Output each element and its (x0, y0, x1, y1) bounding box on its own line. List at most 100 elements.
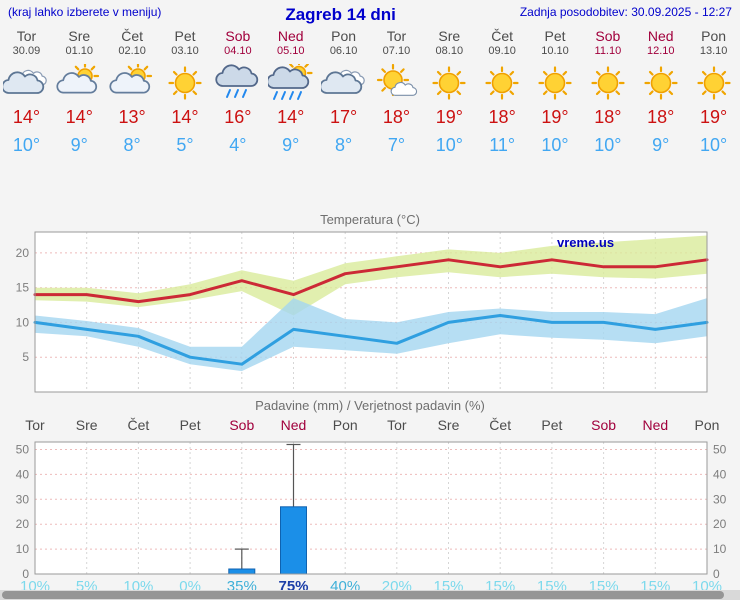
day-column[interactable]: Sre 01.10 14° 9° (53, 28, 106, 156)
day-column[interactable]: Sre 08.10 19° 10° (423, 28, 476, 156)
partly-cloudy-icon (53, 61, 106, 105)
day-name: Sre (438, 28, 461, 44)
precipitation-section: Padavine (mm) / Verjetnost padavin (%) T… (0, 398, 740, 594)
rain-icon (211, 61, 264, 105)
day-date: 05.10 (276, 45, 305, 57)
sunny-icon (423, 61, 476, 105)
temp-y-tick: 20 (16, 246, 30, 260)
last-updated: Zadnja posodobitev: 30.09.2025 - 12:27 (519, 5, 732, 19)
min-temperature: 8° (334, 135, 353, 155)
day-date: 10.10 (541, 45, 569, 57)
day-column[interactable]: Ned 12.10 18° 9° (634, 28, 687, 156)
precip-day-label: Sre (76, 417, 98, 433)
cloudy-icon (0, 61, 53, 105)
day-name: Ned (277, 28, 304, 44)
temperature-chart-title: Temperatura (°C) (320, 212, 420, 227)
day-name: Pet (174, 28, 196, 44)
max-temperature: 14° (171, 107, 199, 127)
precip-day-label: Pet (541, 417, 562, 433)
cloudy-icon (317, 61, 370, 105)
temp-y-tick: 5 (22, 350, 29, 364)
day-date: 30.09 (12, 45, 41, 57)
day-column[interactable]: Tor 30.09 14° 10° (0, 28, 53, 156)
precip-day-label: Sob (591, 417, 616, 433)
precip-y-tick-left: 20 (16, 517, 30, 531)
horizontal-scrollbar[interactable] (0, 590, 740, 600)
day-column[interactable]: Čet 09.10 18° 11° (476, 28, 529, 156)
precip-day-label: Pet (180, 417, 201, 433)
precip-y-tick-left: 40 (16, 467, 30, 481)
day-column[interactable]: Ned 05.10 14° 9° (264, 28, 317, 156)
partly-cloudy-icon (106, 61, 159, 105)
day-column[interactable]: Pet 10.10 19° 10° (529, 28, 582, 156)
precipitation-bar (280, 506, 307, 575)
sunny-icon (476, 61, 529, 105)
min-temperature-range-band (35, 298, 707, 372)
day-column[interactable]: Sob 11.10 18° 10° (581, 28, 634, 156)
min-temperature: 5° (176, 135, 194, 155)
scrollbar-thumb[interactable] (2, 591, 724, 599)
min-temperature: 7° (387, 135, 406, 155)
min-temperature: 10° (435, 135, 463, 155)
precip-day-label: Čet (489, 417, 511, 433)
max-temperature: 18° (594, 107, 622, 127)
min-temperature: 4° (229, 135, 247, 155)
day-column[interactable]: Pon 13.10 19° 10° (687, 28, 740, 156)
day-name: Čet (491, 28, 514, 44)
precip-day-label: Tor (387, 417, 407, 433)
precipitation-chart-title: Padavine (mm) / Verjetnost padavin (%) (255, 398, 485, 413)
sunny-icon (687, 61, 740, 105)
precip-y-tick-left: 10 (16, 542, 30, 556)
day-column[interactable]: Čet 02.10 13° 8° (106, 28, 159, 156)
min-temperature: 10° (541, 135, 569, 155)
min-temperature: 9° (70, 135, 88, 155)
precip-day-label: Sob (229, 417, 254, 433)
day-column[interactable]: Pon 06.10 17° 8° (317, 28, 370, 156)
precip-y-tick-left: 0 (22, 567, 29, 581)
precip-y-tick-right: 20 (713, 517, 727, 531)
forecast-strip: Tor 30.09 14° 10° Sre 01.10 14° 9° Čet 02.10 13° 8°… (0, 28, 740, 156)
day-name: Pon (331, 28, 357, 44)
mostly-sunny-icon (370, 61, 423, 105)
day-date: 01.10 (65, 45, 94, 57)
menu-hint: (kraj lahko izberete v meniju) (8, 5, 162, 19)
precip-day-label: Ned (281, 417, 307, 433)
day-name: Ned (647, 28, 674, 44)
max-temperature: 18° (488, 107, 516, 127)
day-name: Sre (68, 28, 91, 44)
day-column[interactable]: Sob 04.10 16° 4° (211, 28, 264, 156)
day-column[interactable]: Tor 07.10 18° 7° (370, 28, 423, 156)
min-temperature: 9° (282, 135, 300, 155)
sunny-icon (529, 61, 582, 105)
temperature-chart: 5 10 15 20 vreme.us (0, 228, 740, 396)
day-name: Čet (121, 28, 144, 44)
sunny-icon (634, 61, 687, 105)
temp-y-tick: 10 (16, 315, 30, 329)
min-temperature: 10° (699, 135, 728, 155)
precipitation-chart: Tor Sre Čet Pet Sob Ned Pon Tor Sre Čet Pet Sob Ned P… (0, 414, 740, 594)
min-temperature: 9° (652, 135, 670, 155)
max-temperature: 13° (118, 107, 146, 127)
day-date: 13.10 (699, 45, 728, 57)
precip-day-label: Tor (25, 417, 45, 433)
day-date: 02.10 (118, 45, 146, 57)
day-name: Tor (16, 28, 37, 44)
max-temperature: 14° (12, 107, 41, 127)
max-temperature: 19° (699, 107, 728, 127)
min-temperature: 10° (594, 135, 622, 155)
temperature-chart-canvas: 5 10 15 20 (16, 231, 709, 393)
precip-y-tick-left: 30 (16, 492, 30, 506)
min-temperature: 8° (123, 135, 141, 155)
min-temperature: 10° (12, 135, 41, 155)
header: (kraj lahko izberete v meniju) Zagreb 14… (0, 0, 740, 25)
max-temperature-range-band (35, 235, 707, 316)
precipitation-bar (228, 568, 256, 575)
day-name: Sob (595, 28, 621, 44)
sunny-icon (159, 61, 212, 105)
day-date: 06.10 (329, 45, 358, 57)
min-temperature-line (33, 314, 709, 366)
day-column[interactable]: Pet 03.10 14° 5° (159, 28, 212, 156)
day-name: Pon (701, 28, 727, 44)
temp-y-tick: 15 (16, 281, 30, 295)
